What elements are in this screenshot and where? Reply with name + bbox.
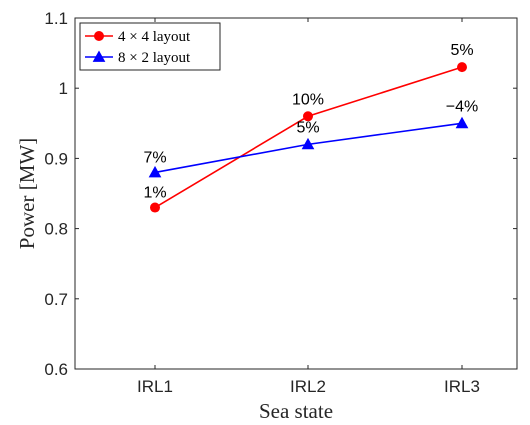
- data-label: 10%: [292, 91, 324, 108]
- series-2-point: [455, 116, 469, 129]
- x-axis-ticks: IRL1 IRL2 IRL3: [137, 18, 480, 396]
- series-2-point: [148, 165, 162, 178]
- x-tick-label: IRL2: [290, 377, 326, 396]
- legend-marker-2: [92, 50, 106, 62]
- series-1-point: [150, 202, 160, 213]
- x-axis-label: Sea state: [259, 399, 333, 423]
- data-label: −4%: [446, 98, 478, 115]
- data-label: 5%: [450, 42, 473, 59]
- y-axis-ticks: 0.6 0.7 0.8 0.9 1 1.1: [44, 9, 517, 379]
- x-tick-label: IRL3: [444, 377, 480, 396]
- data-label: 5%: [296, 119, 319, 136]
- x-tick-label: IRL1: [137, 377, 173, 396]
- data-label: 7%: [143, 149, 166, 166]
- legend-box: [79, 22, 221, 71]
- legend-marker-1: [94, 31, 104, 41]
- plot-area: [75, 18, 517, 369]
- series-1-point: [303, 111, 313, 122]
- legend-entry-2: 8 × 2 layout: [118, 50, 191, 66]
- y-tick-label: 1: [59, 79, 68, 98]
- y-tick-label: 1.1: [44, 9, 68, 28]
- y-axis-label: Power [MW]: [15, 138, 39, 249]
- legend: 4 × 4 layout 8 × 2 layout: [79, 22, 221, 71]
- plot-frame: [74, 17, 518, 370]
- y-tick-label: 0.8: [44, 220, 68, 239]
- y-tick-label: 0.9: [44, 149, 68, 168]
- y-tick-label: 0.7: [44, 290, 68, 309]
- data-label: 1%: [143, 185, 166, 202]
- y-tick-label: 0.6: [44, 360, 68, 379]
- series-layer: [148, 62, 469, 213]
- series-2-point: [301, 137, 315, 150]
- data-labels: 1% 10% 5% 7% 5% −4%: [143, 42, 478, 201]
- series-1-point: [457, 62, 467, 73]
- legend-entry-1: 4 × 4 layout: [118, 29, 191, 45]
